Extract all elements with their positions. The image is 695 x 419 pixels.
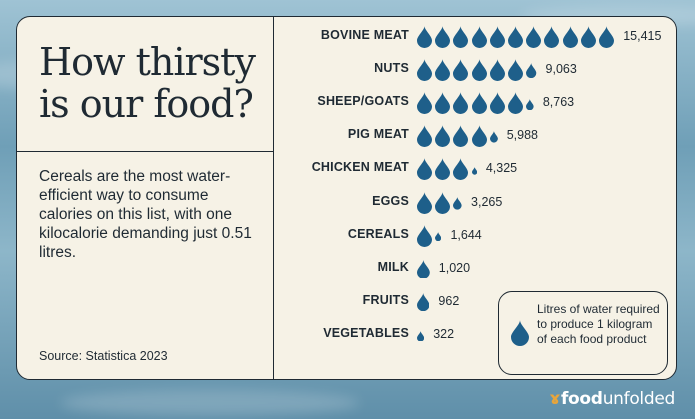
value-label: 9,063 — [545, 62, 577, 77]
water-drop-icon — [453, 125, 469, 148]
water-drop-icon — [435, 191, 451, 214]
panel-divider — [17, 151, 273, 152]
water-drop-icon — [526, 98, 534, 110]
chart-row: FRUITS 962 — [273, 290, 676, 314]
water-drop-icon — [417, 26, 432, 48]
water-drop-icon — [526, 26, 542, 48]
water-drop-icon — [489, 59, 505, 82]
water-drop-icon — [508, 59, 523, 82]
water-drop-icon — [489, 26, 505, 48]
water-drop-icon — [453, 197, 463, 210]
water-drop-icon — [453, 59, 469, 82]
water-drop-icon — [417, 330, 425, 342]
water-drop-icon — [435, 232, 442, 242]
value-label: 8,763 — [542, 95, 575, 110]
value-label: 4,325 — [485, 161, 518, 176]
water-drop-icon — [435, 158, 451, 181]
page-title: How thirsty is our food? — [39, 40, 256, 126]
water-drop-icon — [580, 26, 596, 48]
value-label: 962 — [438, 293, 460, 308]
water-drop-icon — [417, 259, 430, 279]
category-label: VEGETABLES — [323, 325, 409, 340]
chart-row: BOVINE MEAT 15,415 — [273, 25, 676, 49]
category-label: SHEEP/GOATS — [317, 94, 409, 109]
water-drop-icon — [453, 158, 469, 181]
value-label: 322 — [433, 326, 455, 341]
water-drop-icon — [508, 26, 523, 48]
water-drop-icon — [508, 92, 523, 115]
legend-text: Litres of water required to produce 1 ki… — [537, 302, 660, 346]
chart-row: PIG MEAT 5,988 — [273, 124, 676, 148]
value-label: 3,265 — [471, 194, 503, 209]
legend-box: Litres of water required to produce 1 ki… — [498, 291, 668, 375]
chart-row: EGGS 3,265 — [273, 191, 676, 215]
brand-suffix: unfolded — [602, 389, 676, 409]
category-label: CEREALS — [347, 226, 409, 241]
category-label: EGGS — [372, 193, 409, 208]
water-drop-icon — [435, 26, 451, 48]
water-drop-icon — [562, 26, 578, 48]
chart-row: CHICKEN MEAT 4,325 — [273, 157, 676, 181]
category-label: MILK — [377, 259, 409, 274]
brand-prefix: food — [560, 389, 603, 409]
chart-row: NUTS 9,063 — [273, 58, 676, 82]
value-label: 5,988 — [506, 128, 538, 143]
water-drop-icon — [453, 26, 469, 48]
water-drop-icon — [526, 63, 537, 79]
chart-row: SHEEP/GOATS 8,763 — [273, 91, 676, 115]
water-drop-icon — [417, 224, 432, 247]
value-label: 1,644 — [450, 227, 482, 242]
left-panel: How thirsty is our food? Cereals are the… — [17, 17, 274, 379]
water-drop-icon — [489, 131, 498, 144]
value-label: 1,020 — [438, 260, 471, 275]
water-drop-icon — [471, 166, 477, 175]
source-note: Source: Statistica 2023 — [39, 349, 168, 363]
water-drop-icon — [489, 92, 505, 115]
chart-row: MILK 1,020 — [273, 257, 676, 281]
water-drop-icon — [417, 92, 432, 115]
category-label: FRUITS — [362, 292, 409, 307]
category-label: BOVINE MEAT — [320, 28, 409, 42]
water-drop-icon — [435, 59, 451, 82]
water-drop-icon — [471, 26, 487, 48]
category-label: PIG MEAT — [347, 127, 409, 142]
value-label: 15,415 — [623, 29, 662, 43]
water-drop-icon — [511, 320, 529, 346]
water-drop-icon — [435, 92, 451, 115]
category-label: NUTS — [374, 61, 409, 76]
water-drop-icon — [435, 125, 451, 148]
category-label: CHICKEN MEAT — [311, 160, 409, 175]
water-drop-icon — [471, 92, 487, 115]
infographic-card: How thirsty is our food? Cereals are the… — [16, 16, 677, 380]
water-drop-icon — [417, 125, 432, 148]
chart-row: CEREALS 1,644 — [273, 224, 676, 248]
water-drop-icon — [471, 125, 487, 148]
water-drop-icon — [417, 158, 432, 181]
brand-logo: ɤfoodunfolded — [549, 389, 675, 409]
water-drop-icon — [417, 191, 432, 214]
water-drop-icon — [453, 92, 469, 115]
water-drop-icon — [417, 59, 432, 82]
water-drop-icon — [471, 59, 487, 82]
water-drop-icon — [599, 26, 614, 48]
chart-row: VEGETABLES 322 — [273, 323, 676, 347]
water-drop-icon — [417, 293, 430, 312]
water-drop-icon — [544, 26, 560, 48]
leaf-icon: ɤ — [549, 389, 560, 409]
description-text: Cereals are the most water-efficient way… — [39, 168, 252, 261]
